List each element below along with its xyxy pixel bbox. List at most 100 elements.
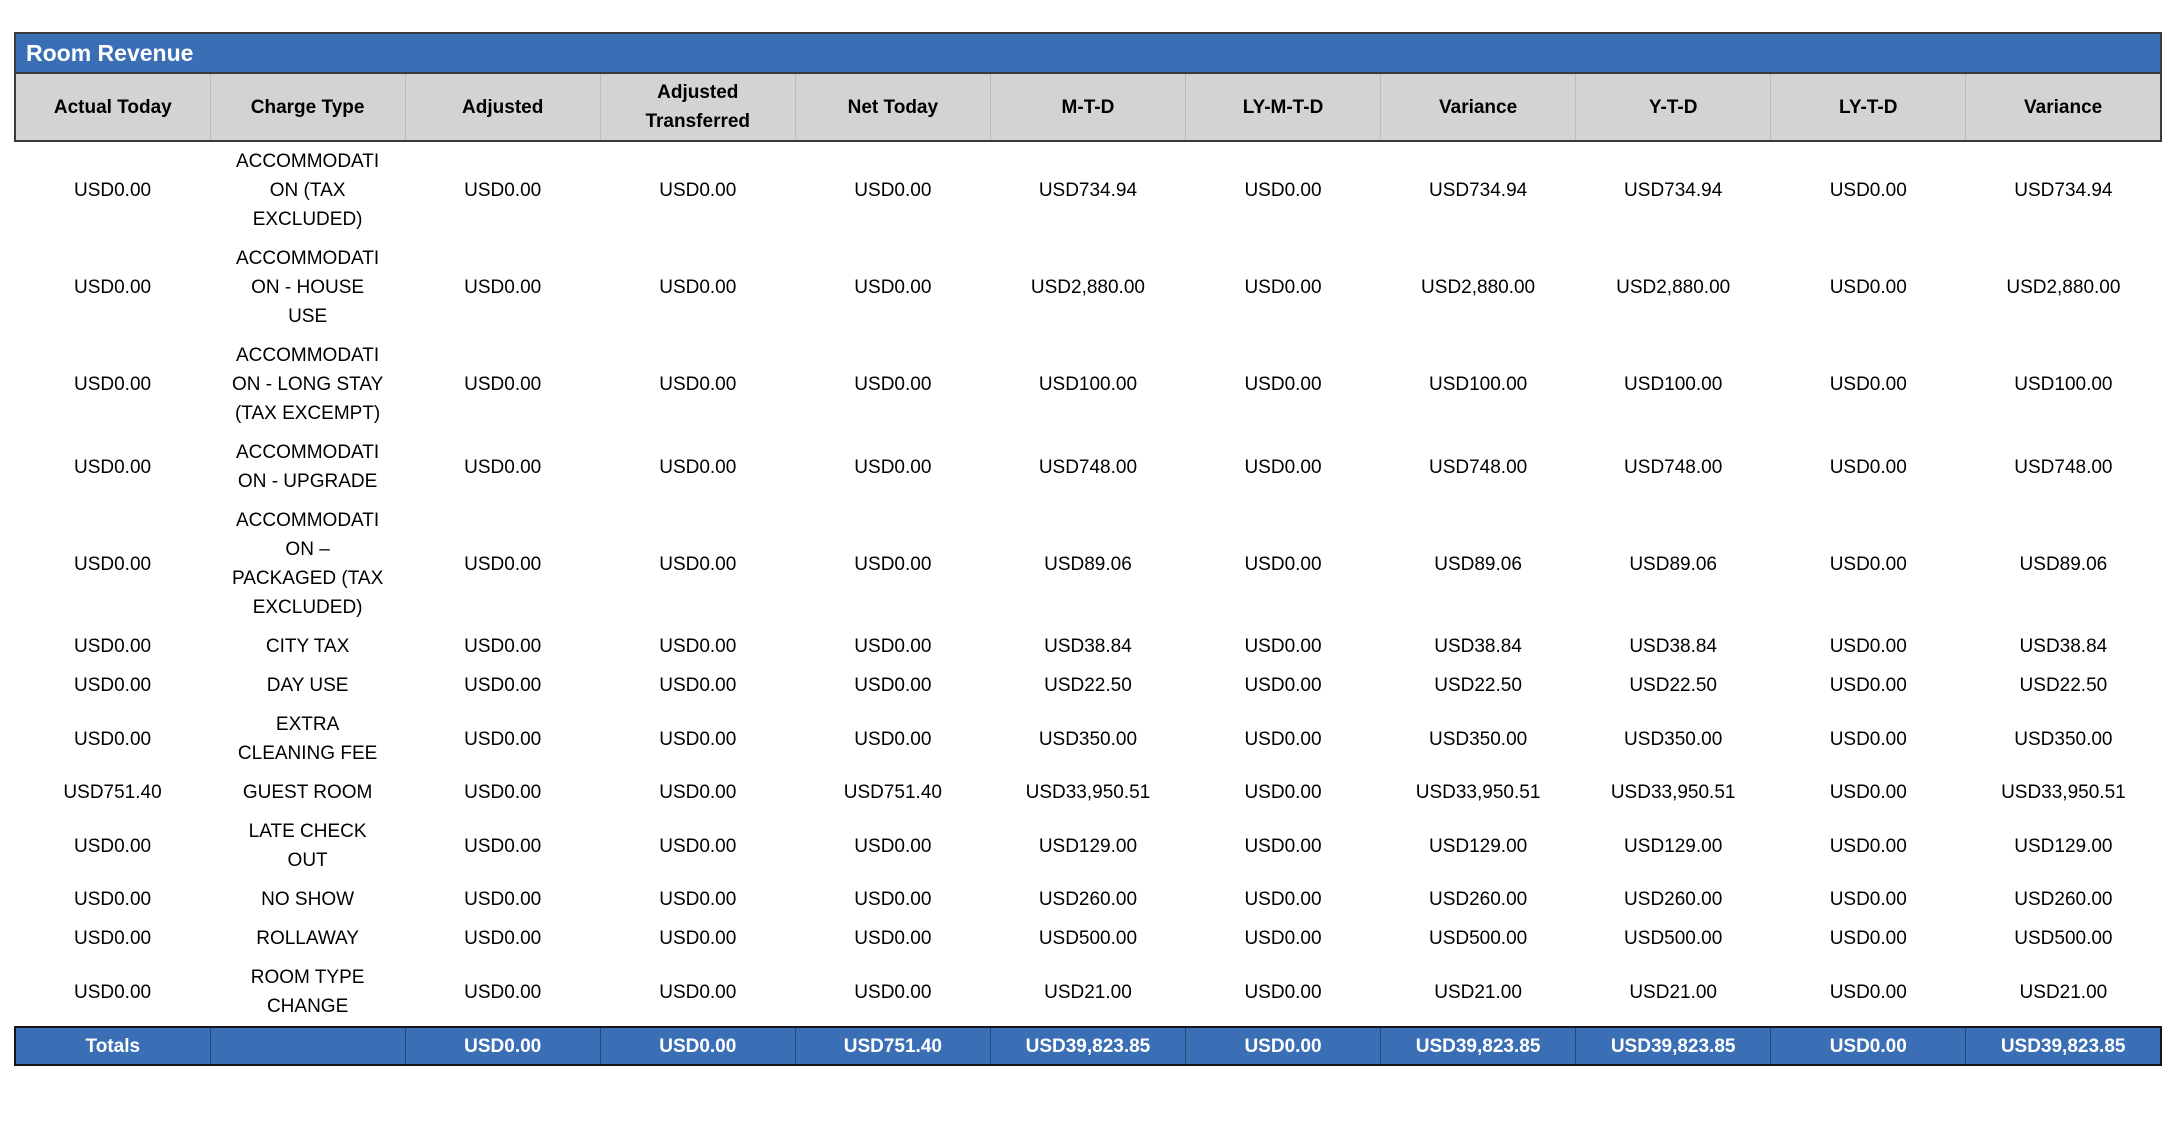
cell-mtd: USD500.00 xyxy=(990,919,1186,958)
cell-adjusted-transferred: USD0.00 xyxy=(600,501,796,627)
cell-charge-type: ROOM TYPE CHANGE xyxy=(210,958,406,1027)
cell-variance-mtd: USD734.94 xyxy=(1380,141,1576,239)
cell-adjusted-transferred: USD0.00 xyxy=(600,919,796,958)
cell-ly-mtd: USD0.00 xyxy=(1185,627,1381,666)
cell-adjusted: USD0.00 xyxy=(405,239,601,336)
cell-charge-type: NO SHOW xyxy=(210,880,406,919)
cell-mtd: USD21.00 xyxy=(990,958,1186,1027)
column-header-ly-mtd: LY-M-T-D xyxy=(1184,73,1381,142)
table-row: USD0.00 ACCOMMODATION (TAX EXCLUDED) USD0.… xyxy=(15,141,2161,239)
column-header-adjusted: Adjusted xyxy=(404,73,601,142)
cell-mtd: USD22.50 xyxy=(990,666,1186,705)
cell-mtd: USD100.00 xyxy=(990,336,1186,433)
cell-adjusted: USD0.00 xyxy=(405,919,601,958)
cell-variance-mtd: USD33,950.51 xyxy=(1380,773,1576,812)
charge-type-label: ACCOMMODATION - HOUSE USE xyxy=(236,248,380,327)
cell-ytd: USD21.00 xyxy=(1575,958,1771,1027)
cell-actual-today: USD0.00 xyxy=(15,433,211,501)
cell-mtd: USD129.00 xyxy=(990,812,1186,880)
cell-variance-mtd: USD89.06 xyxy=(1380,501,1576,627)
cell-ly-td: USD0.00 xyxy=(1770,666,1966,705)
cell-variance-mtd: USD2,880.00 xyxy=(1380,239,1576,336)
total-adjusted: USD0.00 xyxy=(404,1026,601,1066)
cell-ytd: USD38.84 xyxy=(1575,627,1771,666)
cell-variance-mtd: USD748.00 xyxy=(1380,433,1576,501)
table-row: USD0.00 ACCOMMODATION - LONG STAY (TAX EX… xyxy=(15,336,2161,433)
charge-type-label: ACCOMMODATION (TAX EXCLUDED) xyxy=(236,151,380,230)
column-header-label: LY-M-T-D xyxy=(1242,96,1324,118)
cell-adjusted-transferred: USD0.00 xyxy=(600,239,796,336)
cell-actual-today: USD0.00 xyxy=(15,627,211,666)
column-header-label: Variance xyxy=(1439,96,1518,118)
cell-ly-td: USD0.00 xyxy=(1770,958,1966,1027)
section-title: Room Revenue xyxy=(14,32,2162,74)
cell-charge-type: ROLLAWAY xyxy=(210,919,406,958)
cell-actual-today: USD0.00 xyxy=(15,812,211,880)
cell-ly-mtd: USD0.00 xyxy=(1185,141,1381,239)
column-header-label: Adjusted Transferred xyxy=(645,82,751,132)
column-header-actual-today: Actual Today xyxy=(13,73,211,142)
table-row: USD0.00 ROOM TYPE CHANGE USD0.00 USD0.00 USD… xyxy=(15,958,2161,1027)
cell-variance-ytd: USD129.00 xyxy=(1965,812,2161,880)
cell-ly-td: USD0.00 xyxy=(1770,433,1966,501)
cell-adjusted-transferred: USD0.00 xyxy=(600,336,796,433)
cell-actual-today: USD0.00 xyxy=(15,666,211,705)
cell-ytd: USD33,950.51 xyxy=(1575,773,1771,812)
cell-ly-td: USD0.00 xyxy=(1770,501,1966,627)
cell-net-today: USD0.00 xyxy=(795,627,991,666)
column-header-label: M-T-D xyxy=(1061,96,1115,118)
cell-ytd: USD734.94 xyxy=(1575,141,1771,239)
cell-adjusted: USD0.00 xyxy=(405,705,601,773)
cell-actual-today: USD0.00 xyxy=(15,958,211,1027)
column-header-mtd: M-T-D xyxy=(989,73,1186,142)
charge-type-label: EXTRA CLEANING FEE xyxy=(237,714,378,764)
cell-ly-mtd: USD0.00 xyxy=(1185,433,1381,501)
cell-adjusted-transferred: USD0.00 xyxy=(600,627,796,666)
cell-ly-mtd: USD0.00 xyxy=(1185,958,1381,1027)
total-variance-mtd: USD39,823.85 xyxy=(1380,1026,1576,1066)
cell-adjusted-transferred: USD0.00 xyxy=(600,812,796,880)
total-variance-ytd: USD39,823.85 xyxy=(1965,1026,2163,1066)
column-header-ly-td: LY-T-D xyxy=(1770,73,1966,142)
cell-ly-td: USD0.00 xyxy=(1770,812,1966,880)
cell-actual-today: USD0.00 xyxy=(15,919,211,958)
cell-ly-mtd: USD0.00 xyxy=(1185,501,1381,627)
cell-ly-mtd: USD0.00 xyxy=(1185,773,1381,812)
cell-mtd: USD89.06 xyxy=(990,501,1186,627)
table-row: USD0.00 ACCOMMODATION - HOUSE USE USD0.00 U… xyxy=(15,239,2161,336)
cell-ly-mtd: USD0.00 xyxy=(1185,705,1381,773)
cell-variance-ytd: USD2,880.00 xyxy=(1965,239,2161,336)
cell-ytd: USD22.50 xyxy=(1575,666,1771,705)
cell-variance-ytd: USD100.00 xyxy=(1965,336,2161,433)
cell-net-today: USD0.00 xyxy=(795,239,991,336)
cell-net-today: USD0.00 xyxy=(795,501,991,627)
cell-ytd: USD260.00 xyxy=(1575,880,1771,919)
cell-charge-type: CITY TAX xyxy=(210,627,406,666)
table-row: USD0.00 DAY USE USD0.00 USD0.00 USD0.00 USD22… xyxy=(15,666,2161,705)
cell-ytd: USD350.00 xyxy=(1575,705,1771,773)
table-row: USD0.00 LATE CHECK OUT USD0.00 USD0.00 USD0.… xyxy=(15,812,2161,880)
charge-type-label: ACCOMMODATION – PACKAGED (TAX EXCLUDED) xyxy=(231,510,384,618)
table-row: USD751.40 GUEST ROOM USD0.00 USD0.00 USD751.… xyxy=(15,773,2161,812)
cell-ly-mtd: USD0.00 xyxy=(1185,812,1381,880)
total-ly-td: USD0.00 xyxy=(1770,1026,1966,1066)
column-header-label: Actual Today xyxy=(53,96,172,118)
cell-actual-today: USD751.40 xyxy=(15,773,211,812)
column-header-label: Variance xyxy=(2024,96,2103,118)
cell-actual-today: USD0.00 xyxy=(15,239,211,336)
column-header-label: Y-T-D xyxy=(1648,96,1698,118)
column-header-row: Actual Today Charge Type Adjusted Adjusted … xyxy=(13,73,2163,142)
cell-mtd: USD350.00 xyxy=(990,705,1186,773)
cell-mtd: USD33,950.51 xyxy=(990,773,1186,812)
cell-variance-ytd: USD260.00 xyxy=(1965,880,2161,919)
table-row: USD0.00 CITY TAX USD0.00 USD0.00 USD0.00 USD3… xyxy=(15,627,2161,666)
cell-variance-ytd: USD734.94 xyxy=(1965,141,2161,239)
cell-variance-mtd: USD500.00 xyxy=(1380,919,1576,958)
total-net-today: USD751.40 xyxy=(794,1026,991,1066)
cell-charge-type: EXTRA CLEANING FEE xyxy=(210,705,406,773)
cell-adjusted-transferred: USD0.00 xyxy=(600,141,796,239)
column-header-label: LY-T-D xyxy=(1839,96,1898,118)
table-row: USD0.00 ACCOMMODATION - UPGRADE USD0.00 USD… xyxy=(15,433,2161,501)
cell-ytd: USD2,880.00 xyxy=(1575,239,1771,336)
cell-adjusted: USD0.00 xyxy=(405,666,601,705)
